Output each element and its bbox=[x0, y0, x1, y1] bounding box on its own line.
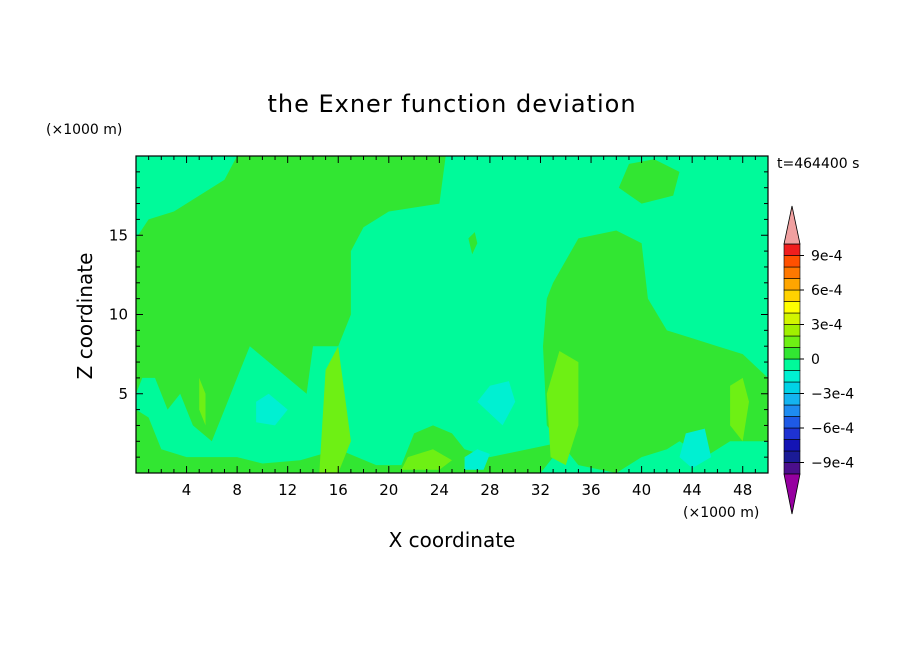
x-tick-label: 36 bbox=[581, 481, 600, 499]
x-tick-label: 8 bbox=[232, 481, 242, 499]
colorbar-tick-label: 9e-4 bbox=[811, 249, 843, 265]
x-axis-label: X coordinate bbox=[389, 528, 516, 552]
x-tick-label: 44 bbox=[683, 481, 702, 499]
y-tick-label: 15 bbox=[109, 226, 128, 244]
x-tick-label: 12 bbox=[278, 481, 297, 499]
contour-region bbox=[679, 428, 712, 469]
x-tick-label: 48 bbox=[733, 481, 752, 499]
contour-region bbox=[136, 156, 446, 442]
colorbar-segment bbox=[783, 381, 801, 394]
plot-area bbox=[136, 156, 768, 473]
colorbar-segment bbox=[783, 301, 801, 314]
x-unit-label: (×1000 m) bbox=[683, 505, 759, 521]
colorbar-segment bbox=[783, 427, 801, 440]
contour-region bbox=[256, 393, 288, 426]
colorbar-segment bbox=[783, 324, 801, 337]
colorbar-tick-label: −6e-4 bbox=[811, 421, 854, 437]
colorbar-segment bbox=[783, 393, 801, 406]
colorbar-tick-label: −9e-4 bbox=[811, 456, 854, 472]
contour-region bbox=[401, 449, 452, 470]
x-tick-label: 40 bbox=[632, 481, 651, 499]
x-tick-label: 28 bbox=[480, 481, 499, 499]
colorbar-segment bbox=[783, 439, 801, 452]
colorbar-tick-label: 0 bbox=[811, 352, 820, 368]
colorbar-segment bbox=[783, 266, 801, 279]
colorbar-under-triangle bbox=[783, 473, 801, 515]
colorbar: 9e-4 6e-4 3e-4 0 −3e-4 −6e-4 −9e-4 bbox=[783, 205, 854, 515]
x-tick-label: 20 bbox=[379, 481, 398, 499]
contour-region bbox=[136, 409, 566, 473]
colorbar-segment bbox=[783, 347, 801, 360]
colorbar-tick-label: 3e-4 bbox=[811, 318, 843, 334]
x-tick-label: 16 bbox=[329, 481, 348, 499]
x-tick-label: 24 bbox=[430, 481, 449, 499]
y-axis: 5 10 15 bbox=[109, 171, 768, 458]
y-axis-label: Z coordinate bbox=[73, 253, 97, 380]
colorbar-segment bbox=[783, 243, 801, 256]
contour-region bbox=[319, 346, 351, 473]
contour-region bbox=[618, 159, 680, 204]
x-tick-label: 4 bbox=[182, 481, 192, 499]
colorbar-segment bbox=[783, 416, 801, 429]
colorbar-segment bbox=[783, 289, 801, 302]
colorbar-tick-label: −3e-4 bbox=[811, 387, 854, 403]
colorbar-segment bbox=[783, 312, 801, 325]
contour-region bbox=[543, 230, 768, 473]
x-tick-label: 32 bbox=[531, 481, 550, 499]
contour-region bbox=[546, 351, 579, 466]
colorbar-segment bbox=[783, 404, 801, 417]
colorbar-segment bbox=[783, 255, 801, 268]
colorbar-segment bbox=[783, 450, 801, 463]
colorbar-segment bbox=[783, 358, 801, 371]
y-tick-label: 5 bbox=[118, 385, 128, 403]
contour-region bbox=[477, 381, 516, 426]
colorbar-segment bbox=[783, 335, 801, 348]
y-unit-label: (×1000 m) bbox=[46, 122, 122, 138]
colorbar-segment bbox=[783, 278, 801, 291]
colorbar-segment bbox=[783, 370, 801, 383]
contour-region bbox=[199, 377, 206, 426]
x-axis: 4 8 12 16 20 24 28 32 36 40 44 48 bbox=[148, 156, 756, 499]
contour-region bbox=[730, 377, 749, 442]
time-label: t=464400 s bbox=[777, 156, 859, 172]
contour-region bbox=[468, 232, 478, 255]
colorbar-segment bbox=[783, 462, 801, 475]
y-tick-label: 10 bbox=[109, 306, 128, 324]
colorbar-over-triangle bbox=[783, 205, 801, 245]
colorbar-tick-label: 6e-4 bbox=[811, 283, 843, 299]
contour-region bbox=[464, 449, 490, 470]
chart-title: the Exner function deviation bbox=[267, 90, 636, 118]
